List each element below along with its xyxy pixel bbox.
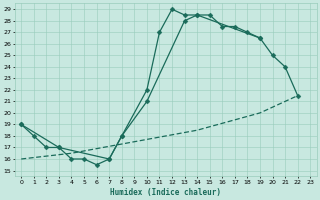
X-axis label: Humidex (Indice chaleur): Humidex (Indice chaleur) [110, 188, 221, 197]
